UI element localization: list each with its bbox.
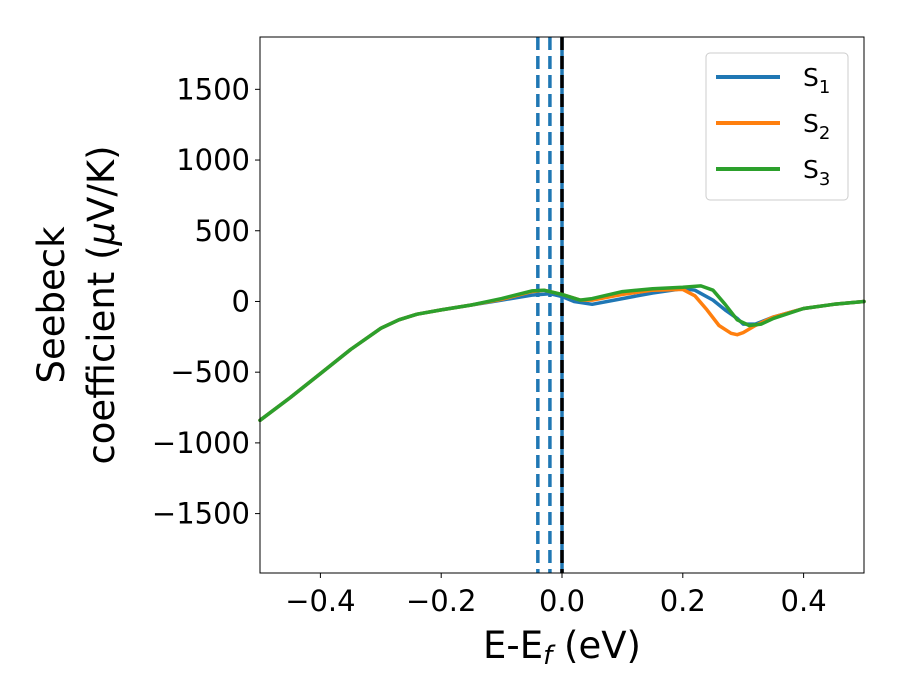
x-tick-label: 0.2	[660, 584, 706, 618]
x-axis-label: E-Ef (eV)	[483, 624, 641, 671]
legend-label-1: S1	[803, 63, 830, 98]
x-tick-label: −0.2	[406, 584, 476, 618]
legend: S1 S2 S3	[705, 52, 849, 201]
series-line-3	[258, 284, 866, 423]
y-tick-label: 1500	[176, 72, 250, 106]
y-axis: −1500 −1000 −500 0 500 1000 1500	[152, 72, 260, 531]
x-tick-label: 0.0	[539, 584, 585, 618]
y-tick-label: 500	[195, 214, 250, 248]
x-tick-label: 0.4	[781, 584, 827, 618]
legend-box	[705, 52, 849, 201]
x-tick-label: −0.4	[285, 584, 355, 618]
legend-label-2: S2	[803, 109, 830, 144]
y-tick-label: −1000	[152, 426, 250, 460]
y-tick-label: 0	[232, 284, 250, 318]
y-tick-label: −500	[170, 355, 250, 389]
reference-lines	[536, 37, 564, 573]
series-layer	[258, 284, 866, 423]
legend-label-3: S3	[803, 155, 830, 190]
y-tick-label: 1000	[176, 143, 250, 177]
y-tick-label: −1500	[152, 497, 250, 531]
x-axis: −0.4 −0.2 0.0 0.2 0.4	[285, 573, 827, 618]
y-axis-label: Seebeck coefficient (μV/K)	[30, 145, 123, 464]
y-axis-label-line2: coefficient (μV/K)	[80, 145, 123, 464]
y-axis-label-line1: Seebeck	[30, 226, 73, 384]
